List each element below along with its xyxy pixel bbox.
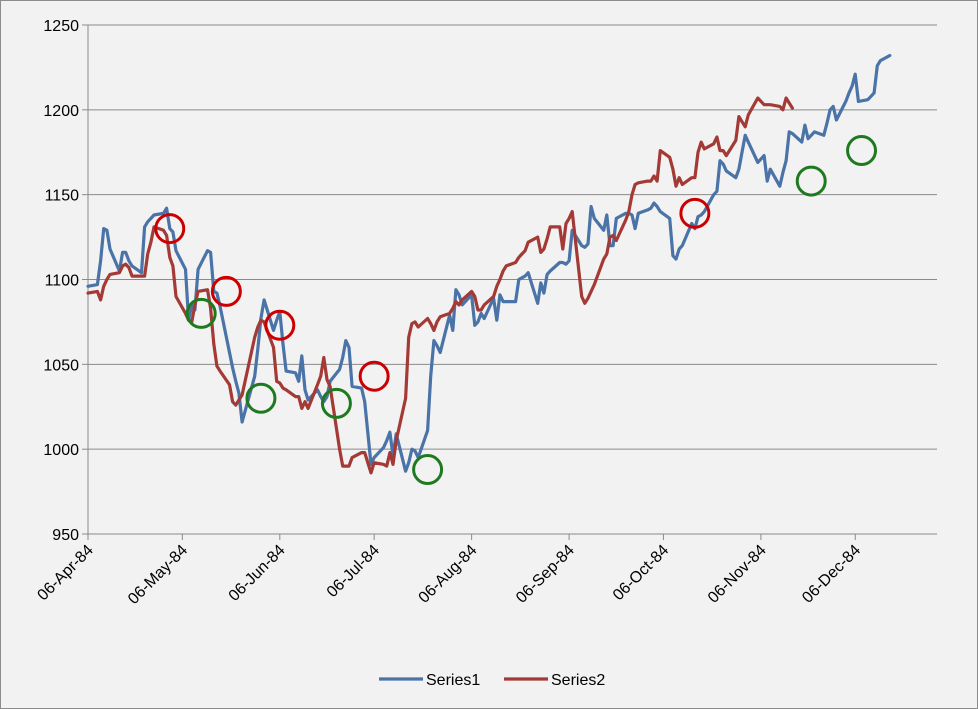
annotation-circle xyxy=(795,165,827,197)
annotation-circle xyxy=(320,387,352,419)
series-line-1 xyxy=(86,53,892,473)
x-tick-label: 06-Apr-84 xyxy=(34,542,96,604)
x-tick-label: 06-Oct-84 xyxy=(610,542,672,604)
series-line-2 xyxy=(86,96,795,475)
x-tick-label: 06-May-84 xyxy=(125,542,191,608)
x-tick-label: 06-Nov-84 xyxy=(705,542,770,607)
annotation-circle xyxy=(154,213,186,245)
y-tick-label: 1200 xyxy=(43,103,79,120)
annotation-circle xyxy=(210,275,242,307)
annotation-circle xyxy=(679,197,711,229)
y-tick-label: 1100 xyxy=(45,273,80,290)
x-tick-label: 06-Dec-84 xyxy=(799,542,864,607)
legend: Series1 Series2 xyxy=(379,672,605,689)
series-layer xyxy=(86,53,892,475)
y-tick-label: 1000 xyxy=(43,442,79,459)
annotation-circle xyxy=(185,297,217,329)
annotation-circle xyxy=(358,360,390,392)
x-tick-label: 06-Jul-84 xyxy=(324,542,383,601)
y-tick-label: 1150 xyxy=(45,188,80,205)
annotation-circle xyxy=(245,382,277,414)
annotation-circle xyxy=(264,309,296,341)
gridlines xyxy=(88,24,937,535)
y-tick-label: 950 xyxy=(52,527,79,544)
annotation-circle xyxy=(412,454,444,486)
legend-label-2: Series2 xyxy=(551,672,605,689)
x-tick-label: 06-Aug-84 xyxy=(416,542,481,607)
x-tick-label: 06-Sep-84 xyxy=(513,542,578,607)
y-axis: 950 1000 1050 1100 1150 1200 1250 xyxy=(43,18,89,544)
y-tick-label: 1050 xyxy=(43,357,79,374)
x-axis: 06-Apr-84 06-May-84 06-Jun-84 06-Jul-84 06-A… xyxy=(34,533,937,608)
annotation-circle xyxy=(846,135,878,167)
y-tick-label: 1250 xyxy=(43,18,79,35)
legend-label-1: Series1 xyxy=(426,672,480,689)
annotation-layer xyxy=(154,135,878,486)
x-tick-label: 06-Jun-84 xyxy=(226,542,289,605)
